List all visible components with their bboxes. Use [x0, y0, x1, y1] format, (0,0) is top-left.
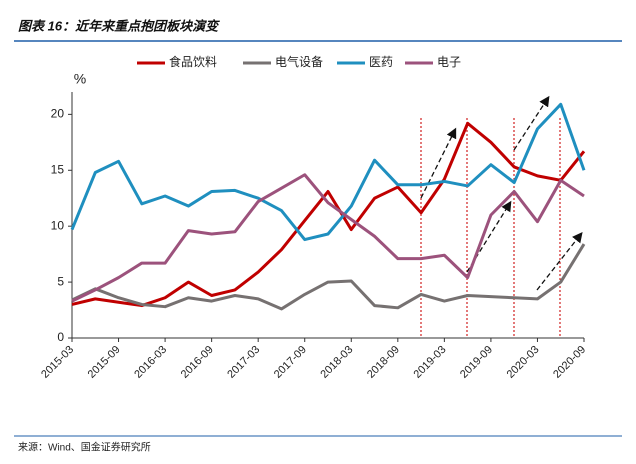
- x-tick-label: 2019-03: [412, 344, 449, 381]
- legend-label: 食品饮料: [169, 54, 217, 69]
- y-tick-label: 10: [51, 218, 65, 232]
- y-tick-label: 0: [57, 330, 64, 344]
- x-tick-label: 2019-09: [458, 344, 495, 381]
- x-tick-label: 2020-03: [505, 344, 542, 381]
- x-tick-label: 2017-03: [225, 344, 262, 381]
- x-tick-label: 2015-09: [86, 344, 123, 381]
- series-line: [71, 243, 586, 311]
- annotations: [420, 118, 561, 338]
- x-tick-label: 2018-09: [365, 344, 402, 381]
- x-tick-label: 2017-09: [272, 344, 309, 381]
- series-line: [71, 121, 586, 308]
- y-tick-label: 15: [51, 162, 65, 176]
- series-line: [70, 102, 586, 242]
- x-tick-label: 2016-09: [179, 344, 216, 381]
- y-tick-label: 20: [51, 107, 65, 121]
- x-tick-label: 2016-03: [132, 344, 169, 381]
- y-axis-label: %: [74, 71, 86, 87]
- figure-title: 图表 16：近年来重点抱团板块演变: [18, 18, 220, 33]
- legend-label: 电气设备: [275, 54, 323, 69]
- x-tick-label: 2015-03: [39, 344, 76, 381]
- y-tick-label: 5: [57, 274, 64, 288]
- legend-label: 医药: [369, 55, 393, 69]
- trend-arrows: [420, 95, 583, 291]
- x-tick-label: 2018-03: [318, 344, 355, 381]
- source: 来源：Wind、国金证券研究所: [18, 441, 151, 454]
- series-line: [71, 173, 585, 303]
- legend-label: 电子: [437, 55, 461, 69]
- x-tick-label: 2020-09: [551, 344, 588, 381]
